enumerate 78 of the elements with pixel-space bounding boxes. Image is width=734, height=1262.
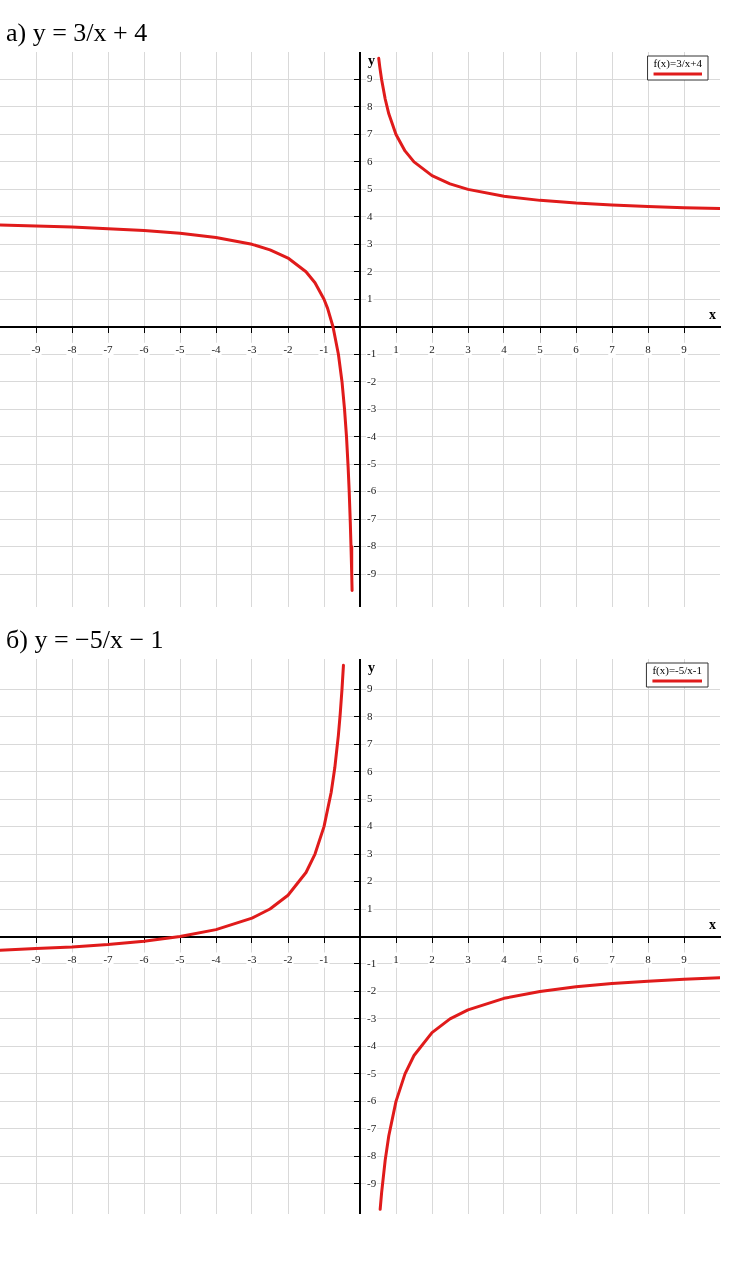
- y-tick-label: -6: [367, 484, 377, 497]
- x-tick-label: 1: [393, 952, 399, 965]
- y-tick-label: 1: [367, 292, 373, 305]
- text: f(x)=3/x+4: [653, 57, 703, 71]
- x-tick-label: 1: [393, 343, 399, 356]
- x-tick-label: -2: [283, 343, 293, 356]
- x-tick-label: -9: [31, 343, 42, 356]
- x-tick-label: 3: [465, 952, 472, 965]
- y-tick-label: 8: [367, 99, 373, 112]
- y-tick-label: -8: [367, 1149, 377, 1162]
- x-tick-label: 5: [537, 952, 544, 965]
- y-tick-label: -2: [367, 374, 377, 387]
- x-tick-label: 7: [609, 952, 616, 965]
- y-tick-label: -3: [367, 402, 377, 415]
- x-tick-label: -2: [283, 952, 293, 965]
- x-tick-label: -3: [247, 952, 258, 965]
- x-tick-label: -6: [139, 343, 150, 356]
- y-axis-title: y: [368, 52, 375, 68]
- y-tick-label: 5: [367, 182, 373, 195]
- y-tick-label: -3: [367, 1011, 377, 1024]
- y-axis-title: y: [368, 659, 375, 675]
- x-tick-label: -1: [319, 343, 329, 356]
- x-tick-label: -6: [139, 952, 150, 965]
- x-tick-label: -8: [67, 343, 78, 356]
- x-tick-label: 3: [465, 343, 472, 356]
- y-tick-label: 1: [367, 901, 373, 914]
- y-tick-label: 3: [367, 237, 373, 250]
- y-tick-label: -2: [367, 984, 377, 997]
- y-tick-label: 4: [367, 209, 373, 222]
- x-tick-label: -7: [103, 952, 114, 965]
- x-tick-label: 9: [681, 952, 688, 965]
- x-tick-label: 2: [429, 343, 435, 356]
- y-tick-label: -4: [367, 1039, 377, 1052]
- y-tick-label: -8: [367, 539, 377, 552]
- y-tick-label: 6: [367, 764, 373, 777]
- x-tick-label: 2: [429, 952, 435, 965]
- y-tick-label: -5: [367, 1066, 377, 1079]
- x-axis-title: x: [709, 917, 716, 933]
- x-tick-label: 7: [609, 343, 616, 356]
- chart-title: б) y = −5/x − 1: [5, 624, 165, 656]
- chart-title: а) y = 3/x + 4: [5, 17, 149, 49]
- x-tick-label: 8: [645, 952, 652, 965]
- x-axis-title: x: [709, 307, 716, 323]
- y-tick-label: 3: [367, 846, 373, 859]
- y-tick-label: 5: [367, 792, 373, 805]
- y-tick-label: -7: [367, 1121, 377, 1134]
- x-tick-label: -4: [211, 952, 222, 965]
- y-tick-label: 7: [367, 737, 373, 750]
- y-tick-label: -9: [367, 1176, 377, 1189]
- x-tick-label: -8: [67, 952, 78, 965]
- x-tick-label: 9: [681, 343, 688, 356]
- x-tick-label: 4: [501, 952, 508, 965]
- y-tick-label: 6: [367, 154, 373, 167]
- x-tick-label: 4: [501, 343, 508, 356]
- y-tick-label: 8: [367, 709, 373, 722]
- y-tick-label: -7: [367, 511, 377, 524]
- y-tick-label: 9: [367, 682, 373, 695]
- x-tick-label: -5: [175, 952, 186, 965]
- text: f(x)=-5/x-1: [652, 664, 702, 678]
- x-tick-label: -9: [31, 952, 42, 965]
- x-tick-label: 8: [645, 343, 652, 356]
- x-tick-label: -4: [211, 343, 222, 356]
- y-tick-label: 9: [367, 72, 373, 85]
- y-tick-label: -4: [367, 429, 377, 442]
- y-tick-label: 4: [367, 819, 373, 832]
- x-tick-label: -3: [247, 343, 258, 356]
- x-tick-label: -1: [319, 952, 329, 965]
- y-tick-label: 2: [367, 264, 373, 277]
- y-tick-label: 7: [367, 127, 373, 140]
- x-tick-label: -7: [103, 343, 114, 356]
- x-tick-label: 6: [573, 952, 580, 965]
- x-tick-label: 5: [537, 343, 544, 356]
- y-tick-label: -6: [367, 1094, 377, 1107]
- y-tick-label: 2: [367, 874, 373, 887]
- x-tick-label: 6: [573, 343, 580, 356]
- x-tick-label: -5: [175, 343, 186, 356]
- y-tick-label: -5: [367, 457, 377, 470]
- y-tick-label: -9: [367, 566, 377, 579]
